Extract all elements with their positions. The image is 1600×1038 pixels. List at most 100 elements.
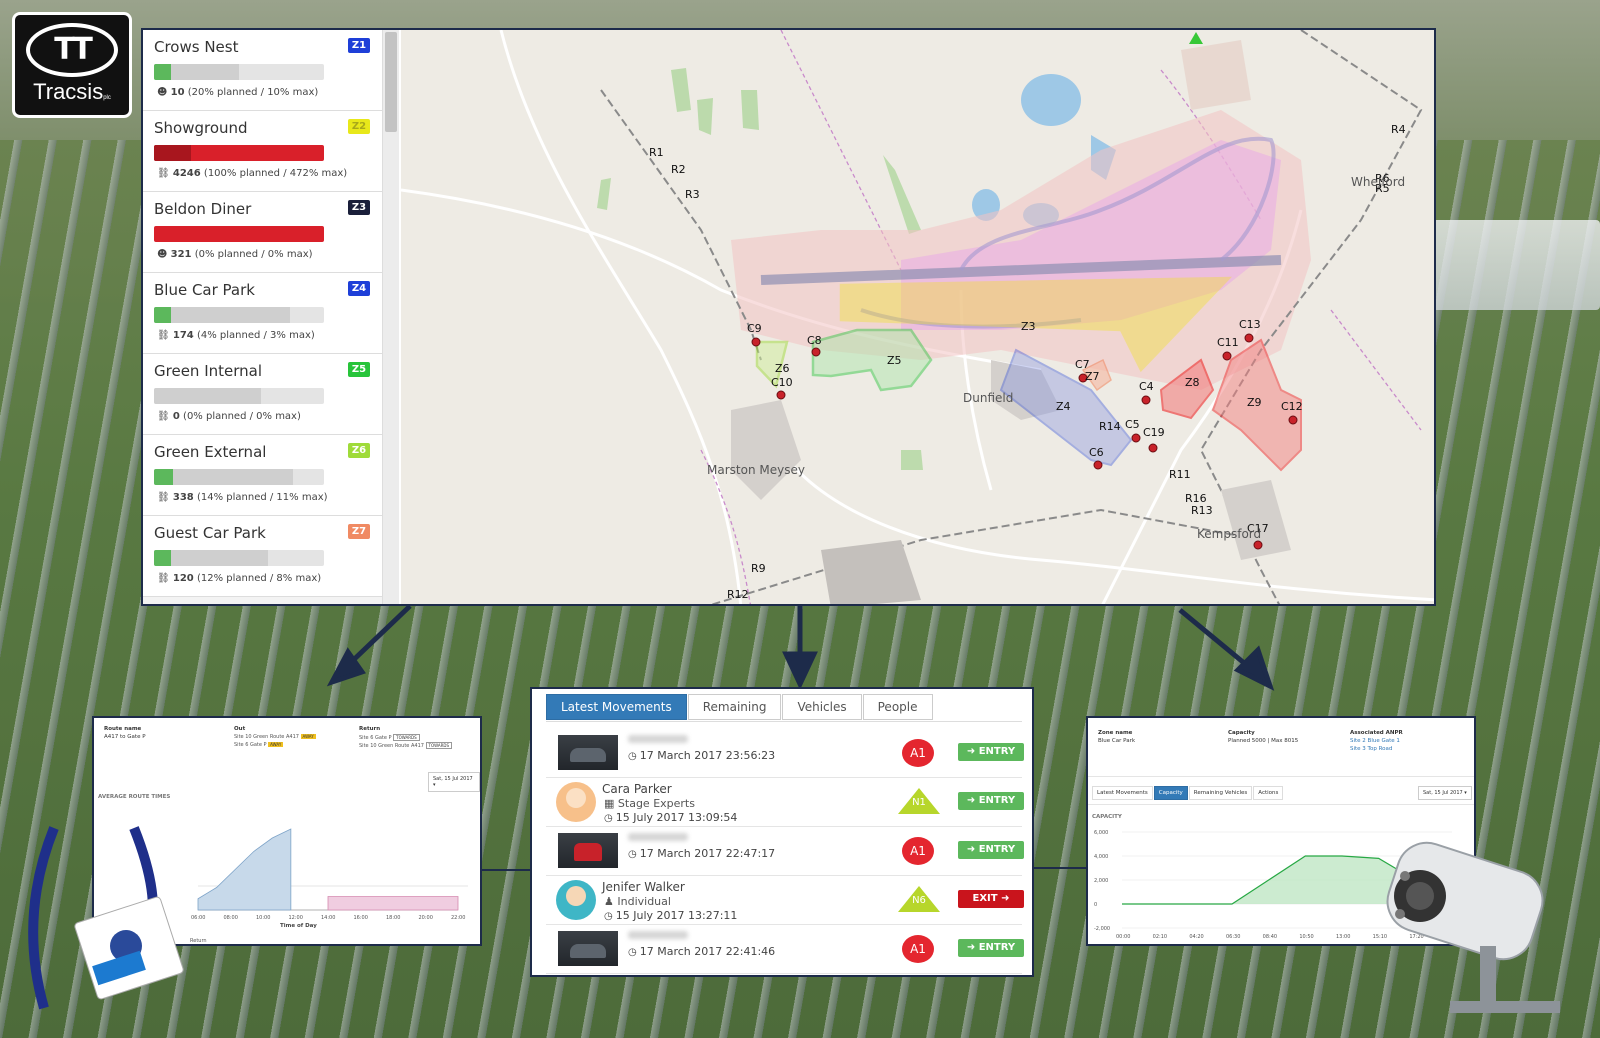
road-label-r12: R12	[727, 588, 749, 601]
person-avatar	[556, 782, 596, 822]
zone-detail: (0% planned / 0% max)	[183, 411, 301, 422]
zone-badge: Z4	[348, 281, 370, 296]
capacity-tab-actions[interactable]: Actions	[1253, 786, 1284, 800]
route-x-tick: 12:00	[289, 915, 303, 921]
entry-button[interactable]: ➜ ENTRY	[958, 841, 1024, 859]
road-label-r1: R1	[649, 146, 664, 159]
access-code-badge: N1	[898, 788, 940, 814]
zone-planned-fill	[154, 388, 262, 404]
access-code-badge: A1	[902, 739, 934, 767]
entry-button[interactable]: ➜ ENTRY	[958, 939, 1024, 957]
zone-item[interactable]: Green Internal Z5 ⛓ 0 (0% planned / 0% max…	[143, 354, 382, 435]
capacity-x-tick: 17:20	[1409, 934, 1423, 940]
capacity-tab-latest-movements[interactable]: Latest Movements	[1092, 786, 1153, 800]
zone-sidebar: Crows Nest Z1 ☻ 10 (20% planned / 10% max)…	[143, 30, 383, 604]
capacity-x-tick: 02:10	[1153, 934, 1167, 940]
movement-row[interactable]: ◷ 17 March 2017 22:41:46 A1 ➜ ENTRY	[546, 925, 1024, 974]
capacity-tab-remaining-vehicles[interactable]: Remaining Vehicles	[1188, 786, 1253, 800]
zone-planned-fill	[154, 469, 294, 485]
capacity-y-tick: 4,000	[1094, 854, 1108, 860]
road-label-r3: R3	[685, 188, 700, 201]
map-dashboard-panel: Crows Nest Z1 ☻ 10 (20% planned / 10% max)…	[141, 28, 1436, 606]
zone-item[interactable]: Guest Car Park Z7 ⛓ 120 (12% planned / 8% …	[143, 516, 382, 597]
road-label-r16: R16	[1185, 492, 1207, 505]
capacity-tab-capacity[interactable]: Capacity	[1153, 786, 1188, 800]
zone-item[interactable]: Blue Car Park Z4 ⛓ 174 (4% planned / 3% ma…	[143, 273, 382, 354]
anpr-link-1[interactable]: Site 2 Blue Gate 1	[1350, 738, 1400, 744]
zone-label-z3: Z3	[1021, 320, 1036, 333]
zone-badge: Z3	[348, 200, 370, 215]
zone-detail: (4% planned / 3% max)	[196, 330, 315, 341]
gate-label-c12: C12	[1281, 400, 1303, 413]
movement-time: ◷ 17 March 2017 22:41:46	[628, 945, 776, 958]
route-date-dropdown[interactable]: Sat, 15 Jul 2017 ▾	[428, 772, 480, 792]
zone-item[interactable]: Green External Z6 ⛓ 338 (14% planned / 11%…	[143, 435, 382, 516]
movement-row[interactable]: ◷ 17 March 2017 22:47:17 A1 ➜ ENTRY	[546, 827, 1024, 876]
site-map-canvas[interactable]: R1 R2 R3 R4 R5 R6 R9 R11 R12 R13 R14 R16…	[401, 30, 1436, 606]
zone-detail: (12% planned / 8% max)	[196, 573, 322, 584]
zone-item[interactable]: Showground Z2 ⛓ 4246 (100% planned / 472% …	[143, 111, 382, 192]
movement-time: ◷ 17 March 2017 22:47:17	[628, 847, 776, 860]
capacity-date-dropdown[interactable]: Sat, 15 Jul 2017 ▾	[1418, 786, 1472, 800]
zone-planned-fill	[154, 550, 268, 566]
sidebar-scroll-thumb[interactable]	[385, 32, 397, 132]
tab-people[interactable]: People	[862, 694, 933, 720]
tab-vehicles[interactable]: Vehicles	[782, 694, 862, 720]
zone-label-z6: Z6	[775, 362, 790, 375]
zone-capacity-bar	[154, 64, 324, 80]
movement-row[interactable]: ◷ 17 March 2017 23:56:23 A1 ➜ ENTRY	[546, 729, 1024, 778]
zone-item[interactable]: Beldon Diner Z3 ☻ 321 (0% planned / 0% max…	[143, 192, 382, 273]
tab-remaining[interactable]: Remaining	[687, 694, 782, 720]
lanyard-pass-image	[28, 826, 184, 1010]
movement-row[interactable]: Cara Parker ▦ Stage Experts ◷ 15 July 2017 …	[546, 778, 1024, 827]
zone-label-z4: Z4	[1056, 400, 1071, 413]
car-icon: ⛓	[157, 573, 170, 584]
zone-planned-fill	[154, 307, 290, 323]
movement-row[interactable]: Jenifer Walker ♟ Individual ◷ 15 July 2017 …	[546, 876, 1024, 925]
zone-item[interactable]: Crows Nest Z1 ☻ 10 (20% planned / 10% max)	[143, 30, 382, 111]
car-icon: ⛓	[157, 411, 170, 422]
capacity-header-divider	[1088, 776, 1474, 777]
return-chip-1: TOWARDS	[393, 734, 420, 741]
gate-label-c19: C19	[1143, 426, 1165, 439]
tab-latest-movements[interactable]: Latest Movements	[546, 694, 687, 720]
entry-button[interactable]: ➜ ENTRY	[958, 743, 1024, 761]
sign-in-icon: ➜	[966, 746, 976, 757]
anpr-link-2[interactable]: Site 3 Top Road	[1350, 746, 1393, 752]
gate-label-c6: C6	[1089, 446, 1104, 459]
tracsis-logo-text: Tracsisplc	[33, 79, 111, 104]
gate-label-c4: C4	[1139, 380, 1154, 393]
person-organisation: ▦ Stage Experts	[604, 797, 695, 810]
route-x-tick: 16:00	[354, 915, 368, 921]
access-code-badge: A1	[902, 837, 934, 865]
sign-in-icon: ➜	[966, 844, 976, 855]
zone-detail: (20% planned / 10% max)	[187, 87, 319, 98]
gate-label-c11: C11	[1217, 336, 1239, 349]
route-x-tick: 14:00	[321, 915, 335, 921]
sidebar-scrollbar[interactable]	[383, 30, 399, 604]
route-times-chart[interactable]: 06:00 08:00 10:00 12:00 14:00 16:00 18:00 20:00…	[98, 806, 478, 946]
tracsis-logo: TT Tracsisplc	[12, 12, 132, 118]
road-label-r5: R5	[1375, 182, 1390, 195]
capacity-tabs-divider	[1088, 804, 1474, 805]
entry-button[interactable]: ➜ ENTRY	[958, 792, 1024, 810]
gate-label-c7: C7	[1075, 358, 1090, 371]
gate-label-c5: C5	[1125, 418, 1140, 431]
zone-detail: (14% planned / 11% max)	[196, 492, 328, 503]
access-code-badge: N6	[898, 886, 940, 912]
sign-in-icon: ➜	[966, 942, 976, 953]
route-name-label: Route name	[104, 726, 142, 732]
road-label-r13: R13	[1191, 504, 1213, 517]
gate-label-c17: C17	[1247, 522, 1269, 535]
zone-stats: ⛓ 0 (0% planned / 0% max)	[157, 411, 301, 422]
road-label-r6: R6	[1375, 172, 1390, 185]
road-label-r9: R9	[751, 562, 766, 575]
route-chart-xlabel: Time of Day	[280, 923, 317, 929]
zone-detail: (0% planned / 0% max)	[194, 249, 313, 260]
person-name: Jenifer Walker	[602, 880, 685, 894]
zone-capacity-bar	[154, 469, 324, 485]
site-map[interactable]: R1 R2 R3 R4 R5 R6 R9 R11 R12 R13 R14 R16…	[401, 30, 1436, 606]
out-label: Out	[234, 726, 246, 732]
exit-button[interactable]: EXIT ➜	[958, 890, 1024, 908]
